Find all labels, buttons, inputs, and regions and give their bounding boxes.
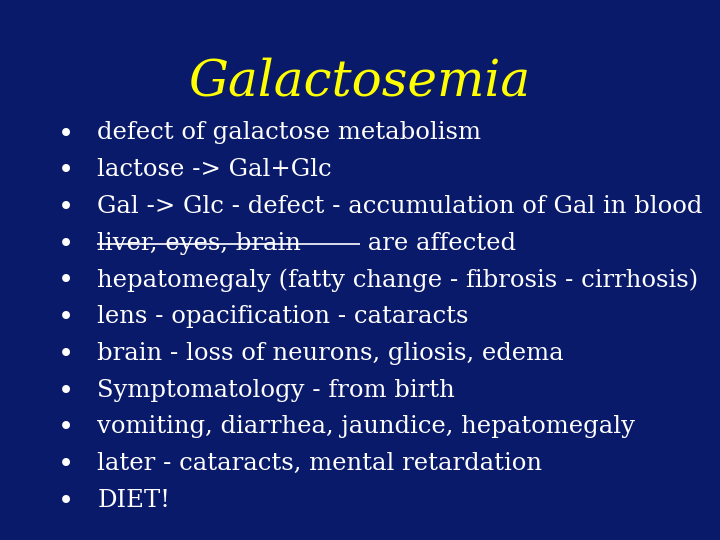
Text: •: •: [58, 415, 73, 442]
Text: •: •: [58, 379, 73, 406]
Text: liver, eyes, brain: liver, eyes, brain: [97, 232, 301, 255]
Text: hepatomegaly (fatty change - fibrosis - cirrhosis): hepatomegaly (fatty change - fibrosis - …: [97, 268, 698, 292]
Text: •: •: [58, 122, 73, 148]
Text: •: •: [58, 195, 73, 222]
Text: vomiting, diarrhea, jaundice, hepatomegaly: vomiting, diarrhea, jaundice, hepatomega…: [97, 415, 635, 438]
Text: •: •: [58, 305, 73, 332]
Text: DIET!: DIET!: [97, 489, 170, 512]
Text: lens - opacification - cataracts: lens - opacification - cataracts: [97, 305, 469, 328]
Text: lactose -> Gal+Glc: lactose -> Gal+Glc: [97, 158, 332, 181]
Text: are affected: are affected: [360, 232, 516, 255]
Text: •: •: [58, 232, 73, 259]
Text: later - cataracts, mental retardation: later - cataracts, mental retardation: [97, 452, 542, 475]
Text: brain - loss of neurons, gliosis, edema: brain - loss of neurons, gliosis, edema: [97, 342, 564, 365]
Text: Gal -> Glc - defect - accumulation of Gal in blood: Gal -> Glc - defect - accumulation of Ga…: [97, 195, 703, 218]
Text: •: •: [58, 452, 73, 479]
Text: •: •: [58, 268, 73, 295]
Text: defect of galactose metabolism: defect of galactose metabolism: [97, 122, 481, 145]
Text: Symptomatology - from birth: Symptomatology - from birth: [97, 379, 455, 402]
Text: •: •: [58, 158, 73, 185]
Text: •: •: [58, 342, 73, 369]
Text: •: •: [58, 489, 73, 516]
Text: Galactosemia: Galactosemia: [189, 57, 531, 106]
